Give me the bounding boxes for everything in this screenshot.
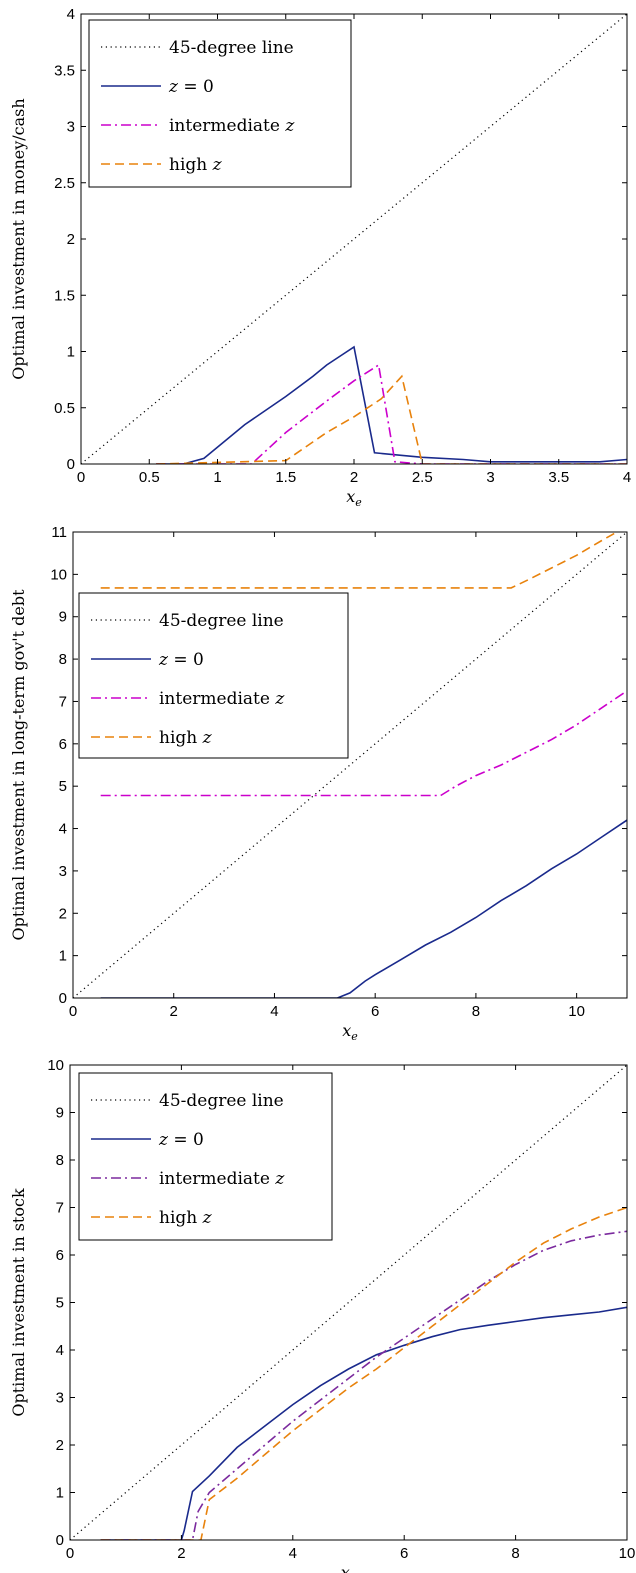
legend-box <box>88 19 352 188</box>
y-tick-label: 1 <box>59 948 67 965</box>
y-tick-label: 3 <box>56 1390 64 1407</box>
y-tick-label: 9 <box>59 609 67 626</box>
y-tick-label: 4 <box>67 6 75 23</box>
x-axis-label: xe <box>341 1563 357 1573</box>
x-tick-label: 4 <box>270 1003 278 1020</box>
x-tick-label: 0.5 <box>139 469 160 486</box>
legend-label: 45-degree line <box>169 38 294 58</box>
series-line-3 <box>156 363 627 464</box>
legend-label: intermediate z <box>169 116 295 136</box>
legend-label: 45-degree line <box>159 611 284 631</box>
y-tick-label: 4 <box>56 1342 64 1359</box>
legend-label: high z <box>169 155 223 175</box>
x-tick-label: 2.5 <box>412 469 433 486</box>
y-tick-label: 1 <box>67 344 75 361</box>
x-tick-label: 8 <box>511 1545 519 1562</box>
y-tick-label: 1.5 <box>54 287 75 304</box>
y-tick-label: 8 <box>56 1152 64 1169</box>
legend: 45-degree line z = 0 intermediate z high z <box>88 19 352 188</box>
legend: 45-degree line z = 0 intermediate z high z <box>78 1072 333 1241</box>
y-axis-label: Optimal investment in long-term gov't de… <box>9 589 28 941</box>
legend-label: z = 0 <box>168 77 214 97</box>
y-tick-label: 9 <box>56 1105 64 1122</box>
y-tick-label: 4 <box>59 821 67 838</box>
x-tick-label: 3 <box>486 469 494 486</box>
series-line-3 <box>100 690 627 797</box>
y-tick-label: 7 <box>56 1200 64 1217</box>
y-tick-label: 11 <box>51 524 67 541</box>
series-line-1 <box>73 532 627 998</box>
y-tick-label: 8 <box>59 651 67 668</box>
x-tick-label: 0 <box>77 469 85 486</box>
y-tick-label: 2.5 <box>54 175 75 192</box>
series-line-4 <box>100 1206 627 1540</box>
x-tick-label: 2 <box>177 1545 185 1562</box>
axes-frame <box>72 531 628 999</box>
chart-1: 0 0.5 1 1.5 2 2.5 3 3.5 4 0 0.5 1 1.5 2 2.5 3 3.5 4 xe Opti… <box>9 6 631 509</box>
y-tick-label: 10 <box>50 566 67 583</box>
x-tick-label: 1 <box>213 469 221 486</box>
y-tick-label: 5 <box>56 1295 64 1312</box>
y-tick-label: 2 <box>56 1437 64 1454</box>
x-tick-label: 1.5 <box>275 469 296 486</box>
legend-label: z = 0 <box>158 650 204 670</box>
series-line-2 <box>156 345 627 464</box>
x-tick-label: 6 <box>371 1003 379 1020</box>
x-tick-label: 10 <box>619 1545 636 1562</box>
x-tick-label: 10 <box>568 1003 585 1020</box>
legend-label: high z <box>159 728 213 748</box>
x-tick-label: 2 <box>350 469 358 486</box>
x-tick-label: 0 <box>66 1545 74 1562</box>
y-axis-label: Optimal investment in money/cash <box>9 98 28 379</box>
legend-box <box>78 1072 333 1241</box>
y-tick-label: 3.5 <box>54 62 75 79</box>
y-tick-label: 3 <box>67 119 75 136</box>
x-tick-label: 3.5 <box>548 469 569 486</box>
series-line-1 <box>70 1065 627 1540</box>
legend-label: 45-degree line <box>159 1091 284 1111</box>
x-axis-label: xe <box>346 487 362 509</box>
x-tick-label: 6 <box>400 1545 408 1562</box>
y-tick-label: 0.5 <box>54 400 75 417</box>
x-tick-label: 0 <box>69 1003 77 1020</box>
x-tick-label: 4 <box>289 1545 297 1562</box>
y-tick-label: 2 <box>67 231 75 248</box>
y-tick-label: 6 <box>59 736 67 753</box>
y-tick-label: 6 <box>56 1247 64 1264</box>
legend-label: intermediate z <box>159 1169 285 1189</box>
x-axis-label: xe <box>342 1021 358 1043</box>
series-line-3 <box>100 1230 627 1540</box>
y-tick-label: 5 <box>59 778 67 795</box>
x-tick-label: 8 <box>472 1003 480 1020</box>
y-tick-label: 0 <box>59 990 67 1007</box>
series-line-2 <box>100 819 627 998</box>
legend-label: z = 0 <box>158 1130 204 1150</box>
chart-3: 0 2 4 6 8 10 0 1 2 3 4 5 6 7 8 9 10 xe Optimal investment … <box>9 1057 635 1573</box>
y-tick-label: 7 <box>59 693 67 710</box>
x-tick-label: 4 <box>623 469 631 486</box>
legend: 45-degree line z = 0 intermediate z high z <box>78 592 349 759</box>
y-tick-label: 0 <box>67 456 75 473</box>
legend-label: high z <box>159 1208 213 1228</box>
series-line-4 <box>156 374 627 464</box>
y-tick-label: 2 <box>59 905 67 922</box>
y-tick-label: 3 <box>59 863 67 880</box>
y-tick-label: 0 <box>56 1532 64 1549</box>
legend-box <box>78 592 349 759</box>
series-line-4 <box>100 532 618 589</box>
y-tick-label: 1 <box>56 1485 64 1502</box>
series-group <box>73 532 627 998</box>
y-tick-label: 10 <box>47 1057 64 1074</box>
x-tick-label: 2 <box>170 1003 178 1020</box>
y-axis-label: Optimal investment in stock <box>9 1188 28 1417</box>
series-group <box>81 14 627 464</box>
series-group <box>70 1065 627 1540</box>
series-line-2 <box>100 1306 627 1540</box>
legend-label: intermediate z <box>159 689 285 709</box>
chart-2: 0 2 4 6 8 10 0 1 2 3 4 5 6 7 8 9 10 11 xe Optimal investmen… <box>9 524 628 1043</box>
